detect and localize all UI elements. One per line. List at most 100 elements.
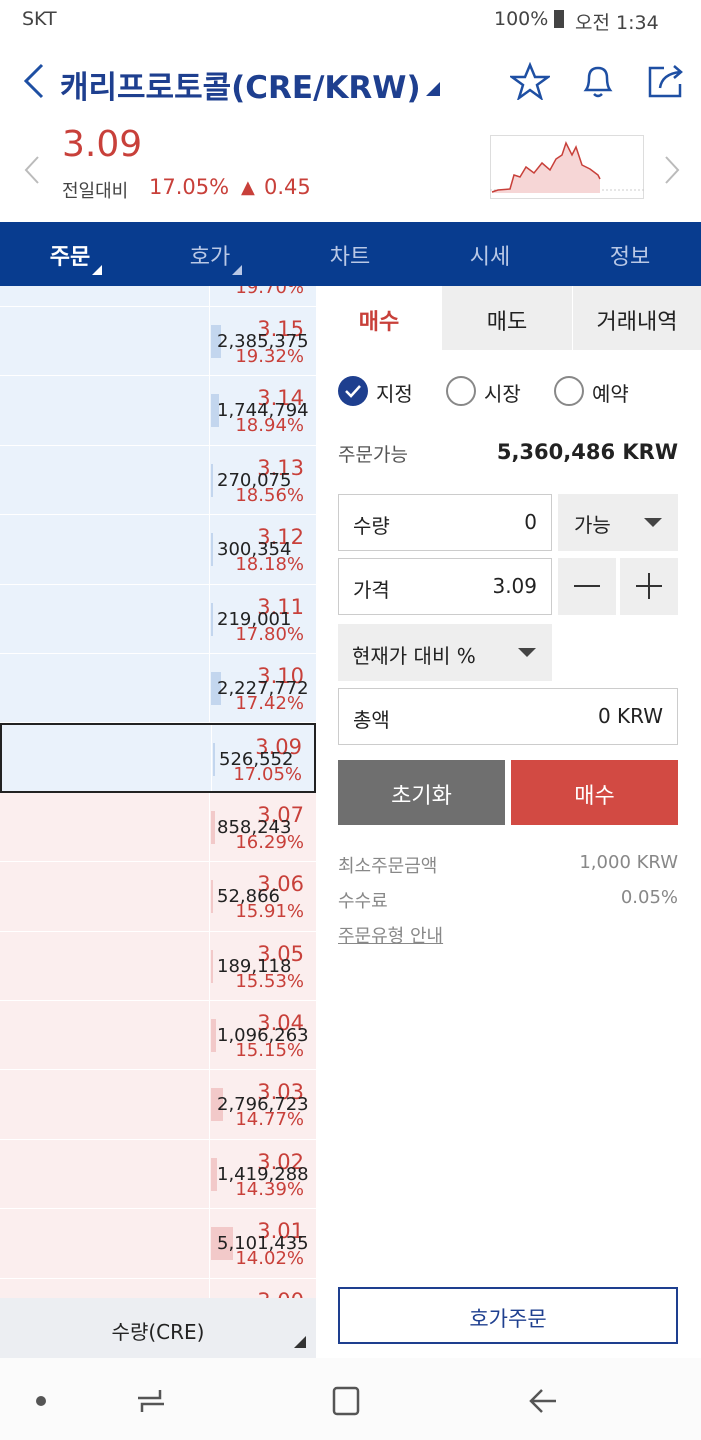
price-cell <box>0 445 210 515</box>
row-volume: 219,001 <box>217 608 292 630</box>
title-dropdown[interactable] <box>426 82 440 96</box>
orderbook-row[interactable]: 3.15 19.32% 2,385,375 <box>0 307 316 377</box>
orderbook-row[interactable]: 3.06 15.91% 52,866 <box>0 862 316 932</box>
orderbook-row[interactable]: 3.07 16.29% 858,243 <box>0 792 316 863</box>
orderbook-row[interactable]: 3.12 18.18% 300,354 <box>0 515 316 585</box>
row-price: 3.04 <box>257 1011 304 1035</box>
minus-button[interactable] <box>558 558 616 615</box>
qty-input[interactable]: 수량 0 <box>338 494 552 551</box>
quote-order-button[interactable]: 호가주문 <box>338 1287 678 1344</box>
price-label: 가격 <box>353 578 390 602</box>
orderbook-row[interactable]: 3.11 17.80% 219,001 <box>0 584 316 654</box>
tab-bar: 주문 호가 차트 시세 정보 <box>0 222 701 286</box>
row-volume: 189,118 <box>217 955 292 977</box>
orderbook-row[interactable]: 3.03 14.77% 2,796,723 <box>0 1070 316 1140</box>
history-tab[interactable]: 거래내역 <box>572 286 701 350</box>
price-input[interactable]: 가격 3.09 <box>338 558 552 615</box>
volume-bar <box>211 880 213 914</box>
price-cell <box>0 1070 210 1139</box>
orderbook-row[interactable]: 3.02 14.39% 1,419,288 <box>0 1139 316 1210</box>
price-cell <box>0 584 210 653</box>
radio[interactable] <box>338 376 368 406</box>
volume-bar <box>211 1227 233 1261</box>
radio-label: 예약 <box>592 382 629 406</box>
row-pct: 17.05% <box>233 764 302 786</box>
change-pct: 17.05% <box>149 175 230 199</box>
row-pct: 19.70% <box>235 286 304 298</box>
ratio-dropdown[interactable]: 현재가 대비 % <box>338 624 552 681</box>
orderbook-row[interactable]: 3.10 17.42% 2,227,772 <box>0 654 316 724</box>
row-price: 3.00 <box>257 1289 304 1298</box>
radio[interactable] <box>554 376 584 406</box>
row-volume: 1,096,263 <box>217 1025 309 1046</box>
up-arrow: ▲ <box>241 177 255 198</box>
guide-link[interactable]: 주문유형 안내 <box>338 926 444 947</box>
alarm-button[interactable] <box>580 62 616 100</box>
unit-selector[interactable]: 수량(CRE) <box>0 1298 316 1358</box>
tab[interactable]: 차트 <box>329 245 371 270</box>
row-price: 3.02 <box>257 1149 304 1174</box>
nav-recent[interactable] <box>136 1386 166 1416</box>
current-price: 3.09 <box>62 124 143 165</box>
row-pct: 18.56% <box>235 484 304 506</box>
share-button[interactable] <box>646 62 686 100</box>
orderbook-row[interactable]: 3.04 15.15% 1,096,263 <box>0 1001 316 1071</box>
row-price: 3.03 <box>257 1080 304 1105</box>
nav-home[interactable] <box>332 1386 362 1416</box>
qty-dropdown[interactable]: 가능 <box>558 494 678 551</box>
nav-back[interactable] <box>528 1386 558 1416</box>
dropdown-icon <box>644 518 662 527</box>
row-price: 3.10 <box>257 664 304 688</box>
row-price: 3.06 <box>257 872 304 897</box>
row-price: 3.13 <box>257 455 304 480</box>
row-price: 3.07 <box>257 802 304 827</box>
row-volume: 300,354 <box>217 539 292 561</box>
fee-label: 수수료 <box>338 891 388 912</box>
row-price: 3.14 <box>257 386 304 411</box>
plus-button[interactable] <box>620 558 678 615</box>
change-abs: 0.45 <box>264 175 311 199</box>
fee-value: 0.05% <box>620 887 678 908</box>
price-cell <box>0 1139 210 1209</box>
price-cell <box>2 725 212 791</box>
price-value: 3.09 <box>492 574 537 598</box>
reset-button[interactable]: 초기화 <box>338 760 505 825</box>
min-label: 최소주문금액 <box>338 856 438 877</box>
orderbook-row[interactable]: 3.01 14.02% 5,101,435 <box>0 1209 316 1279</box>
row-pct: 15.15% <box>235 1040 304 1061</box>
tab[interactable]: 호가 <box>189 245 231 270</box>
orderbook-row[interactable]: 3.14 18.94% 1,744,794 <box>0 376 316 446</box>
carrier: SKT <box>22 8 57 30</box>
row-price: 3.11 <box>257 594 304 619</box>
orderbook-row: 19.70% <box>0 286 316 307</box>
buy-button[interactable]: 매수 <box>511 760 678 825</box>
tab[interactable]: 주문 <box>49 245 91 270</box>
prev-arrow[interactable] <box>22 155 42 185</box>
row-pct: 18.18% <box>235 554 304 576</box>
row-volume: 2,385,375 <box>217 331 309 352</box>
row-pct: 15.53% <box>235 970 304 992</box>
sparkline <box>490 135 644 199</box>
volume-bar <box>211 533 213 567</box>
row-pct: 14.39% <box>235 1178 304 1200</box>
order-types: 지정 시장 예약 <box>338 376 678 412</box>
nav-dot <box>36 1396 46 1406</box>
row-pct: 16.29% <box>235 831 304 853</box>
orderbook-row[interactable]: 3.13 18.56% 270,075 <box>0 445 316 516</box>
orderbook-row[interactable]: 3.05 15.53% 189,118 <box>0 931 316 1001</box>
ratio-label: 현재가 대비 % <box>352 644 476 668</box>
row-pct: 17.42% <box>235 693 304 714</box>
page-title: 캐리프로토콜(CRE/KRW) <box>60 70 421 106</box>
next-arrow[interactable] <box>662 155 682 185</box>
radio[interactable] <box>446 376 476 406</box>
tab[interactable]: 시세 <box>469 245 511 270</box>
back-button[interactable] <box>20 62 48 100</box>
battery: 100% <box>494 8 549 30</box>
orderbook-row[interactable]: 3.09 17.05% 526,552 <box>0 723 316 793</box>
favorite-button[interactable] <box>510 62 550 100</box>
qty-value: 0 <box>524 510 537 534</box>
tab[interactable]: 정보 <box>609 245 651 270</box>
buy-tab[interactable]: 매수 <box>316 286 442 350</box>
sell-tab[interactable]: 매도 <box>442 286 572 350</box>
